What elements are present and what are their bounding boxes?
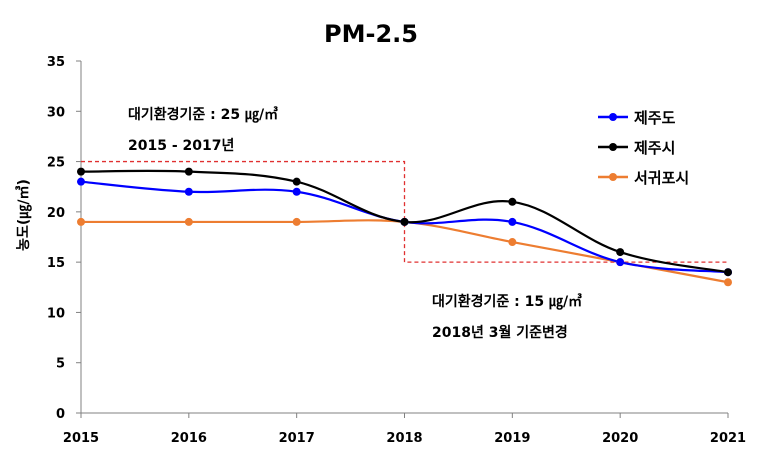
x-tick-label: 2016 [171, 431, 207, 446]
legend-marker-0 [609, 113, 617, 121]
series-0-point [292, 187, 301, 196]
y-tick-label: 5 [56, 357, 65, 372]
chart-title: PM-2.5 [324, 20, 418, 48]
series-2-point [184, 217, 193, 226]
annotation-2015-2017: 대기환경기준 : 25 ㎍/㎥ 2015 - 2017년 [128, 106, 278, 154]
standard-step-line [81, 160, 728, 263]
annotation-2018: 대기환경기준 : 15 ㎍/㎥ 2018년 3월 기준변경 [432, 293, 582, 341]
legend-label-0: 제주도 [634, 109, 676, 127]
y-tick-label: 20 [47, 206, 65, 221]
x-tick-label: 2019 [494, 431, 530, 446]
y-tick-label: 35 [47, 55, 65, 70]
x-tick-label: 2015 [63, 431, 99, 446]
series-2-point [292, 217, 301, 226]
annotation-standard-15: 대기환경기준 : 15 ㎍/㎥ [432, 293, 582, 311]
x-tick-labels: 2015 2016 2017 2018 2019 2020 2021 [63, 413, 746, 446]
series-1-point [292, 177, 301, 186]
x-tick-label: 2017 [279, 431, 315, 446]
y-tick-labels: 0 5 10 15 20 25 30 35 [47, 55, 81, 422]
series-2-point [508, 238, 517, 247]
series-0-point [184, 187, 193, 196]
standard-lines [81, 160, 728, 263]
series-1-point [77, 167, 85, 176]
y-tick-label: 25 [47, 156, 65, 171]
series-1-point [616, 248, 625, 257]
y-tick-label: 10 [47, 306, 65, 321]
legend-label-1: 제주시 [634, 139, 675, 157]
series-0-point [77, 177, 85, 186]
y-tick-label: 30 [47, 105, 65, 120]
annotation-period-2015-2017: 2015 - 2017년 [128, 138, 234, 154]
series-points [77, 167, 732, 287]
legend-marker-1 [609, 143, 617, 151]
legend-marker-2 [609, 173, 617, 181]
legend-label-2: 서귀포시 [634, 169, 689, 187]
series-1-point [724, 268, 732, 277]
x-tick-label: 2021 [710, 431, 746, 446]
y-axis-label: 농도(㎍/㎥) [15, 179, 33, 251]
series-1-point [508, 197, 517, 206]
x-tick-label: 2020 [602, 431, 638, 446]
annotation-change-2018: 2018년 3월 기준변경 [432, 324, 568, 341]
y-tick-label: 15 [47, 256, 65, 271]
series-2-point [724, 278, 732, 287]
series-2-point [77, 217, 85, 226]
series-1-point [184, 167, 193, 176]
x-tick-label: 2018 [386, 431, 422, 446]
y-tick-label: 0 [56, 407, 65, 422]
annotation-standard-25: 대기환경기준 : 25 ㎍/㎥ [128, 106, 278, 124]
series-0-point [616, 258, 625, 267]
series-1-point [400, 217, 409, 226]
series-0-point [508, 217, 517, 226]
